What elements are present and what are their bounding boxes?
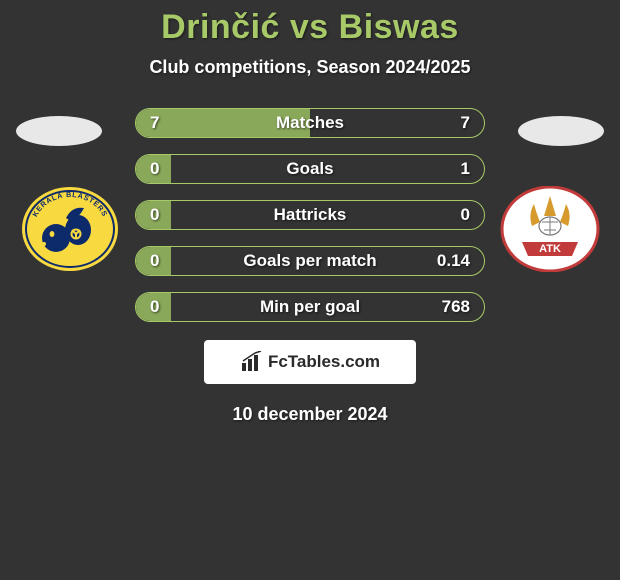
stat-row: 7Matches7 (135, 108, 485, 138)
stat-label: Goals per match (200, 251, 420, 271)
stat-value-left: 7 (150, 113, 200, 133)
stat-label: Goals (200, 159, 420, 179)
left-ellipse-decor (16, 116, 102, 146)
stat-row: 0Hattricks0 (135, 200, 485, 230)
stat-value-left: 0 (150, 251, 200, 271)
branding-box[interactable]: FcTables.com (204, 340, 416, 384)
stat-value-right: 0 (420, 205, 470, 225)
stat-value-left: 0 (150, 159, 200, 179)
stat-value-left: 0 (150, 297, 200, 317)
bar-chart-icon (240, 351, 264, 373)
stat-value-right: 7 (420, 113, 470, 133)
stat-value-right: 1 (420, 159, 470, 179)
kerala-blasters-badge-icon: KERALA BLASTERS (20, 186, 120, 272)
stat-row: 0Goals1 (135, 154, 485, 184)
right-ellipse-decor (518, 116, 604, 146)
page-subtitle: Club competitions, Season 2024/2025 (0, 57, 620, 78)
stat-label: Min per goal (200, 297, 420, 317)
stat-value-right: 768 (420, 297, 470, 317)
team-badge-left: KERALA BLASTERS (20, 186, 120, 272)
stat-row: 0Min per goal768 (135, 292, 485, 322)
stat-value-left: 0 (150, 205, 200, 225)
date-text: 10 december 2024 (0, 404, 620, 425)
stat-label: Hattricks (200, 205, 420, 225)
page-title: Drinčić vs Biswas (0, 8, 620, 47)
stat-label: Matches (200, 113, 420, 133)
svg-text:ATK: ATK (539, 243, 561, 255)
stat-value-right: 0.14 (420, 251, 470, 271)
comparison-body: KERALA BLASTERS (0, 108, 620, 338)
stats-list: 7Matches70Goals10Hattricks00Goals per ma… (135, 108, 485, 338)
stat-row: 0Goals per match0.14 (135, 246, 485, 276)
atk-badge-icon: ATK (500, 186, 600, 272)
comparison-card: Drinčić vs Biswas Club competitions, Sea… (0, 0, 620, 425)
branding-text: FcTables.com (268, 352, 380, 372)
team-badge-right: ATK (500, 186, 600, 272)
